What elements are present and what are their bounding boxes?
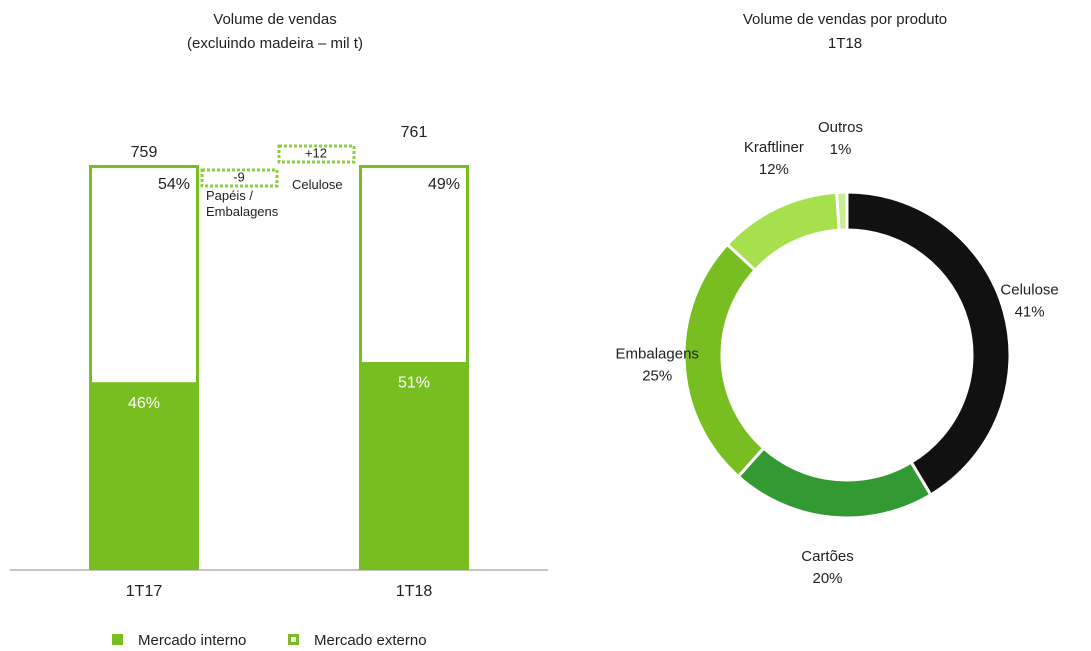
legend-swatch — [112, 634, 123, 645]
slice-value: 41% — [1015, 303, 1045, 320]
bar-segment — [359, 165, 469, 365]
data-label: 54% — [158, 176, 190, 193]
data-label: 46% — [128, 395, 160, 412]
pie-slice — [725, 190, 841, 273]
legend-label: Mercado interno — [138, 632, 246, 649]
slice-value: 20% — [812, 570, 842, 587]
total-label: 761 — [401, 124, 428, 141]
slice-label: Outros — [818, 119, 863, 136]
slice-label: Cartões — [801, 548, 854, 565]
slice-value: 25% — [642, 368, 672, 385]
chart-subtitle: 1T18 — [828, 35, 862, 52]
bridge-value: -9 — [233, 169, 245, 184]
chart-subtitle: (excluindo madeira – mil t) — [187, 35, 363, 52]
chart-title: Volume de vendas — [213, 11, 336, 28]
slice-label: Celulose — [1000, 281, 1058, 298]
bridge-label: Papéis / Embalagens — [206, 188, 279, 219]
total-label: 759 — [131, 144, 158, 161]
x-tick-label: 1T17 — [126, 583, 163, 600]
bridge-label: Celulose — [292, 177, 343, 192]
legend-label: Mercado externo — [314, 632, 427, 649]
slice-label: Embalagens — [616, 346, 699, 363]
data-label: 51% — [398, 375, 430, 392]
bridge-value: +12 — [305, 145, 327, 160]
pie-slice — [835, 190, 849, 232]
data-label: 49% — [428, 176, 460, 193]
pie-slice — [845, 190, 1012, 497]
bar-segment — [89, 383, 199, 570]
slice-value: 1% — [830, 141, 852, 158]
pie-slice — [736, 446, 933, 520]
slice-value: 12% — [759, 161, 789, 178]
bridge-box — [200, 168, 279, 188]
bridge-box — [277, 144, 356, 164]
x-tick-label: 1T18 — [396, 583, 433, 600]
chart-title: Volume de vendas por produto — [743, 11, 947, 28]
legend-swatch — [288, 634, 299, 645]
bar-segment — [359, 363, 469, 570]
bar-segment — [89, 165, 199, 386]
slice-label: Kraftliner — [744, 139, 804, 156]
